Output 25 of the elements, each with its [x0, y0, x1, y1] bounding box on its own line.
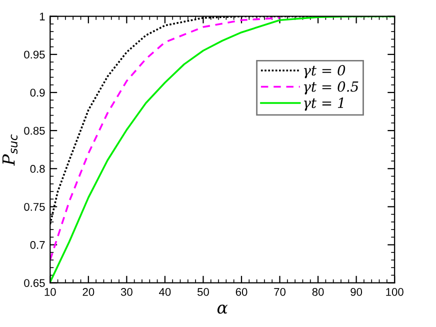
line-series [50, 16, 395, 283]
x-tick-label: 20 [82, 288, 94, 296]
y-tick-label: 0.95 [24, 50, 45, 59]
y-tick-label: 0.75 [24, 202, 45, 211]
x-tick-label: 30 [120, 288, 132, 296]
x-tick-label: 10 [44, 288, 56, 296]
x-tick-label: 70 [274, 288, 286, 296]
x-axis-title: α [217, 304, 228, 314]
x-tick-label: 90 [350, 288, 362, 296]
x-tick-label: 40 [159, 288, 171, 296]
line-series [50, 16, 281, 261]
legend-label: γt = 0.5 [304, 81, 358, 95]
x-tick-label: 60 [236, 288, 248, 296]
x-tick-label: 80 [312, 288, 324, 296]
y-axis-title: P$_{suc}$ [2, 134, 18, 166]
y-tick-label: 0.8 [30, 164, 45, 173]
y-tick-label: 1 [40, 12, 45, 20]
legend-label: γt = 0 [304, 65, 346, 78]
legend-label: γt = 1 [304, 98, 344, 111]
x-tick-label: 50 [197, 288, 209, 296]
y-tick-label: 0.9 [30, 88, 45, 97]
y-tick-label: 0.85 [24, 126, 45, 135]
x-tick-label: 100 [386, 288, 404, 296]
y-tick-label: 0.65 [24, 279, 45, 287]
y-tick-label: 0.7 [30, 241, 45, 249]
